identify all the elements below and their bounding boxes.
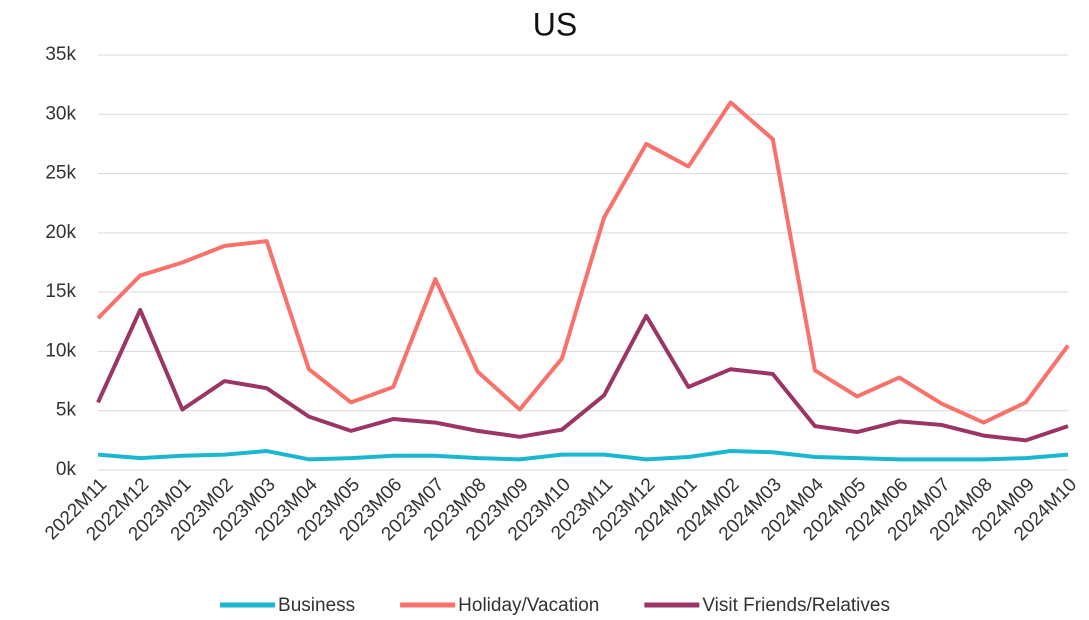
y-tick-label: 5k xyxy=(56,400,77,421)
legend-label: Holiday/Vacation xyxy=(458,595,599,616)
y-tick-label: 25k xyxy=(45,163,76,184)
series-line xyxy=(96,307,1069,443)
y-tick-label: 20k xyxy=(45,222,76,243)
legend-label: Visit Friends/Relatives xyxy=(702,595,890,616)
y-tick-label: 30k xyxy=(45,103,76,124)
series-line xyxy=(97,449,1069,462)
legend-label: Business xyxy=(278,595,355,616)
y-tick-label: 35k xyxy=(45,44,76,65)
y-tick-label: 15k xyxy=(45,281,76,302)
y-tick-label: 0k xyxy=(56,459,77,480)
y-tick-label: 10k xyxy=(45,340,76,361)
chart-title: US xyxy=(533,6,577,42)
series-line xyxy=(96,100,1070,425)
